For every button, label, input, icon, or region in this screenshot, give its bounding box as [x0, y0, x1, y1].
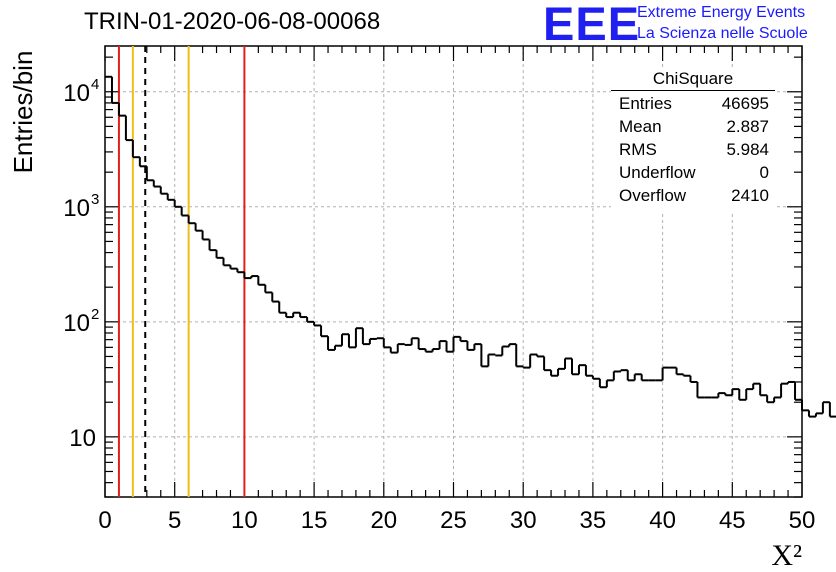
y-tick-label: 10: [63, 195, 90, 222]
y-tick-label: 10: [63, 310, 90, 337]
y-tick-label: 10: [69, 425, 96, 452]
y-axis-title: Entries/bin: [8, 51, 38, 174]
logo-mark: EEE: [543, 0, 641, 50]
logo-line-1: Extreme Energy Events: [637, 4, 806, 21]
stats-key: Mean: [619, 117, 662, 136]
histogram-layer: [105, 75, 836, 418]
stats-value: 2410: [731, 186, 769, 205]
x-tick-label: 35: [580, 507, 607, 534]
stats-value: 5.984: [726, 140, 769, 159]
y-tick-exponent: 3: [91, 191, 99, 208]
stats-key: Overflow: [619, 186, 687, 205]
stats-value: 46695: [721, 94, 769, 113]
stats-key: RMS: [619, 140, 657, 159]
x-tick-label: 0: [98, 507, 111, 534]
x-tick-label: 10: [231, 507, 258, 534]
grid-layer: [105, 46, 802, 497]
stats-value: 0: [759, 163, 769, 182]
marker-lines: [117, 46, 246, 497]
x-tick-label: 45: [719, 507, 746, 534]
y-tick-exponent: 2: [91, 306, 99, 323]
stats-divider: [611, 90, 775, 91]
x-tick-label: 5: [168, 507, 181, 534]
x-tick-label: 15: [301, 507, 328, 534]
stats-row-rms: RMS 5.984: [619, 138, 769, 161]
y-tick-exponent: 4: [91, 76, 99, 93]
stats-row-overflow: Overflow 2410: [619, 184, 769, 207]
x-tick-label: 50: [789, 507, 816, 534]
stats-title: ChiSquare: [652, 69, 734, 88]
x-axis-title: X²: [771, 539, 802, 572]
logo-line-2: La Scienza nelle Scuole: [637, 25, 808, 42]
run-title: TRIN-01-2020-06-08-00068: [84, 8, 381, 35]
stats-row-underflow: Underflow 0: [619, 161, 769, 184]
stats-value: 2.887: [726, 117, 769, 136]
x-tick-label: 40: [649, 507, 676, 534]
stats-key: Underflow: [619, 163, 696, 182]
y-tick-label: 10: [63, 80, 90, 107]
stats-key: Entries: [619, 94, 672, 113]
x-tick-label: 25: [440, 507, 467, 534]
x-tick-label: 30: [510, 507, 537, 534]
stats-row-entries: Entries 46695: [619, 92, 769, 115]
stats-box: ChiSquare Entries 46695 Mean 2.887 RMS 5…: [611, 68, 775, 212]
x-tick-label: 20: [370, 507, 397, 534]
stats-row-mean: Mean 2.887: [619, 115, 769, 138]
